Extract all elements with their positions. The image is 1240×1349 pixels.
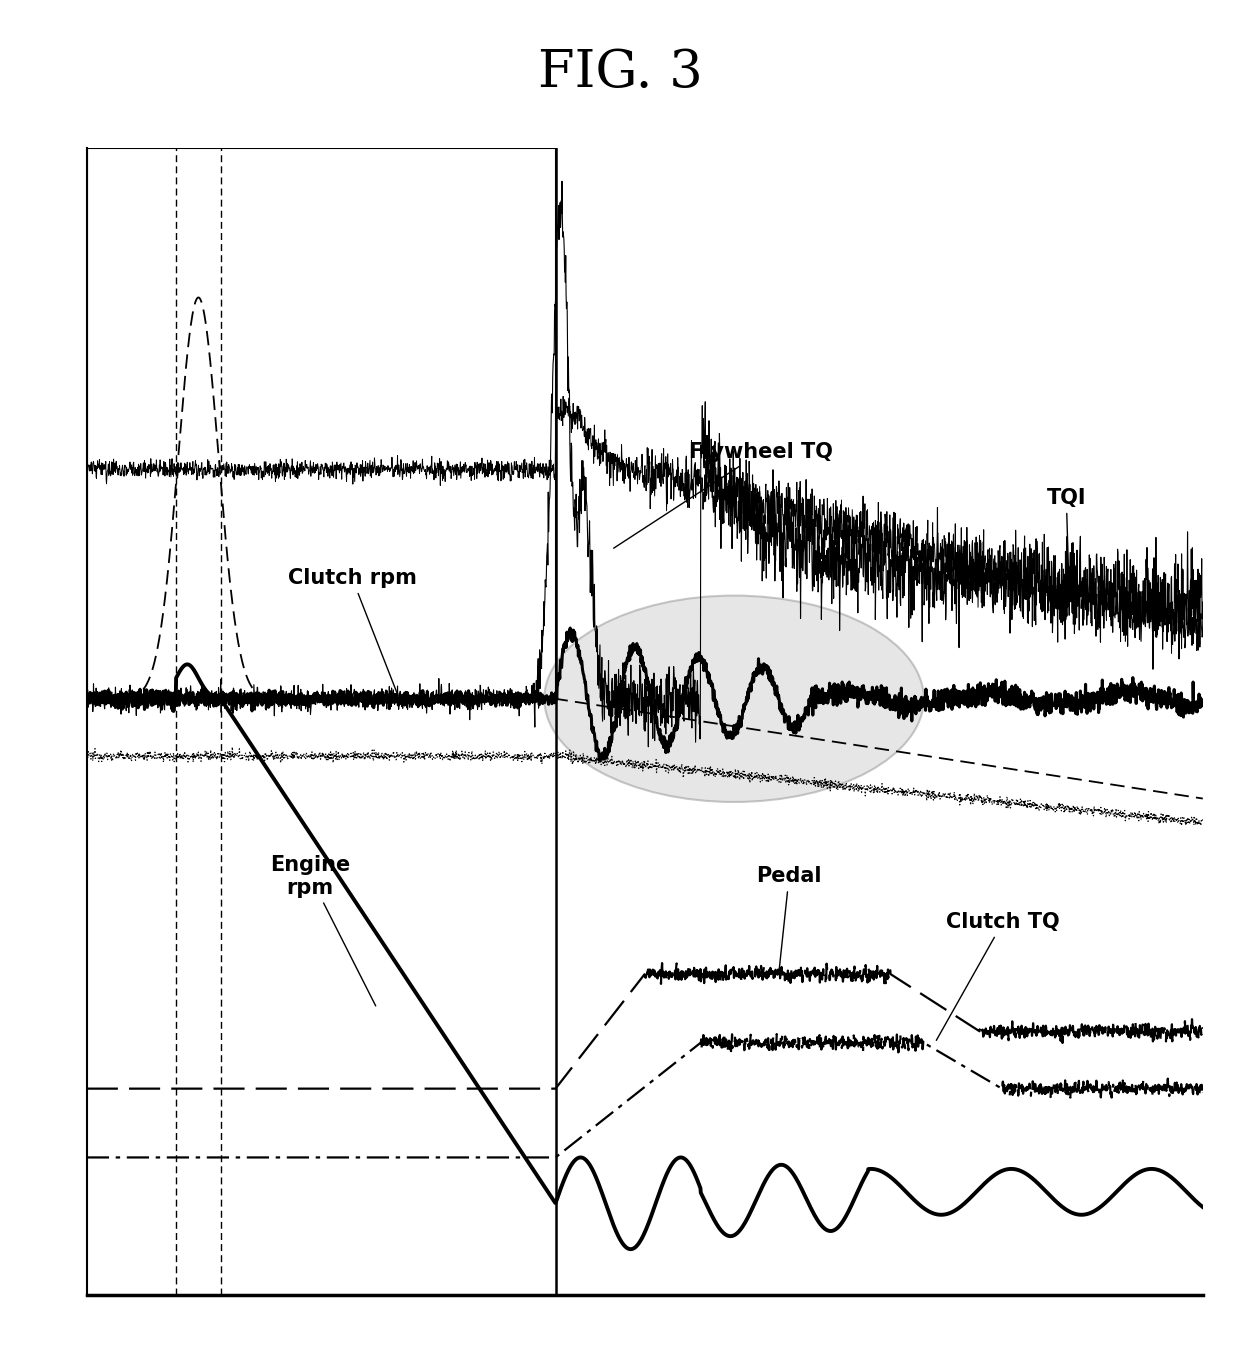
- Text: Clutch rpm: Clutch rpm: [288, 568, 417, 696]
- Text: Clutch TQ: Clutch TQ: [936, 912, 1060, 1040]
- Text: Pedal: Pedal: [756, 866, 822, 971]
- Text: Flywheel TQ: Flywheel TQ: [614, 442, 833, 548]
- Bar: [87, 148, 556, 699]
- Text: TQI: TQI: [1047, 488, 1086, 581]
- Text: FIG. 3: FIG. 3: [538, 47, 702, 98]
- Ellipse shape: [544, 595, 924, 801]
- Text: Engine
rpm: Engine rpm: [270, 854, 376, 1006]
